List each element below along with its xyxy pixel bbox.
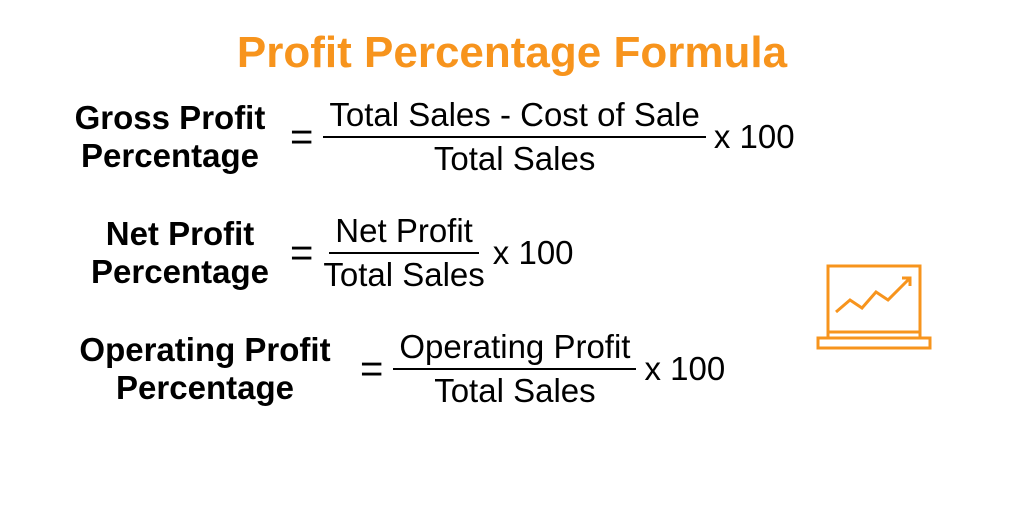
label-line1: Gross Profit: [75, 99, 266, 136]
equals-sign: =: [290, 115, 313, 160]
laptop-chart-icon: [814, 260, 934, 360]
multiplier: x 100: [644, 350, 725, 388]
label-line2: Percentage: [91, 253, 269, 290]
formulas-container: Gross Profit Percentage = Total Sales - …: [0, 96, 1024, 410]
label-line2: Percentage: [116, 369, 294, 406]
page-title: Profit Percentage Formula: [0, 0, 1024, 96]
label-line1: Operating Profit: [79, 331, 330, 368]
label-line2: Percentage: [81, 137, 259, 174]
fraction: Total Sales - Cost of Sale Total Sales: [323, 96, 706, 178]
multiplier: x 100: [493, 234, 574, 272]
equals-sign: =: [290, 231, 313, 276]
denominator: Total Sales: [323, 254, 484, 294]
numerator: Net Profit: [329, 212, 479, 254]
multiplier: x 100: [714, 118, 795, 156]
label-line1: Net Profit: [106, 215, 255, 252]
fraction: Operating Profit Total Sales: [393, 328, 636, 410]
formula-gross-profit: Gross Profit Percentage = Total Sales - …: [60, 96, 984, 178]
numerator: Operating Profit: [393, 328, 636, 370]
fraction: Net Profit Total Sales: [323, 212, 484, 294]
formula-label: Operating Profit Percentage: [60, 331, 350, 407]
formula-label: Gross Profit Percentage: [60, 99, 280, 175]
denominator: Total Sales: [434, 370, 595, 410]
denominator: Total Sales: [434, 138, 595, 178]
numerator: Total Sales - Cost of Sale: [323, 96, 706, 138]
equals-sign: =: [360, 347, 383, 392]
formula-label: Net Profit Percentage: [80, 215, 280, 291]
